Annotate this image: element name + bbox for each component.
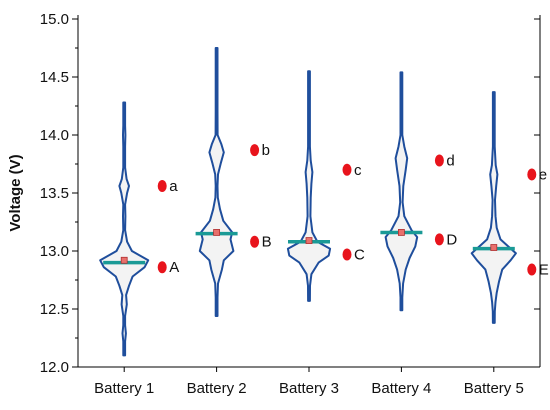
annotation-dot <box>434 233 444 246</box>
y-tick-label: 12.5 <box>40 301 69 318</box>
mean-marker <box>213 229 221 236</box>
y-tick-label: 14.0 <box>40 127 69 144</box>
violin-shape <box>286 70 332 302</box>
violin-shape <box>198 47 235 317</box>
annotation-dot <box>342 248 352 261</box>
mean-marker <box>305 237 313 244</box>
y-tick-label: 15.0 <box>40 11 69 28</box>
violin-shape <box>470 91 517 324</box>
annotation-label: B <box>262 234 272 251</box>
x-tick-label: Battery 3 <box>279 380 339 397</box>
violin-shape <box>99 101 150 357</box>
annotation-dot <box>157 180 167 193</box>
annotation-dot <box>250 144 260 157</box>
violins <box>99 47 517 357</box>
x-tick-label: Battery 1 <box>94 380 154 397</box>
annotation-label: C <box>354 246 365 263</box>
y-tick-label: 12.0 <box>40 359 69 376</box>
x-tick-label: Battery 4 <box>371 380 431 397</box>
annotation-label: E <box>539 262 549 279</box>
mean-marker <box>490 244 498 251</box>
x-tick-label: Battery 2 <box>187 380 247 397</box>
annotation-dot <box>250 235 260 248</box>
annotation-label: d <box>446 153 454 170</box>
annotation-dot <box>434 154 444 167</box>
annotation-label: a <box>169 178 178 195</box>
annotation-label: A <box>169 259 179 276</box>
annotations: Aa Bb Cc Dd Ee <box>157 142 549 279</box>
mean-marker <box>397 229 405 236</box>
annotation-dot <box>527 168 537 181</box>
y-tick-label: 13.0 <box>40 243 69 260</box>
y-tick-label: 14.5 <box>40 69 69 86</box>
annotation-dot <box>342 163 352 176</box>
y-tick-label: 13.5 <box>40 185 69 202</box>
y-axis-title: Voltage (V) <box>7 154 24 231</box>
annotation-label: D <box>446 231 457 248</box>
annotation-label: b <box>262 142 270 159</box>
x-tick-label: Battery 5 <box>464 380 524 397</box>
axes: 12.0 12.5 13.0 13.5 14.0 14.5 15.0 Battery 1 Bat… <box>40 11 541 397</box>
violin-shape <box>384 71 419 312</box>
annotation-label: e <box>539 166 547 183</box>
mean-marker <box>120 256 128 264</box>
annotation-dot <box>527 263 537 276</box>
annotation-label: c <box>354 162 362 179</box>
annotation-dot <box>157 261 167 274</box>
